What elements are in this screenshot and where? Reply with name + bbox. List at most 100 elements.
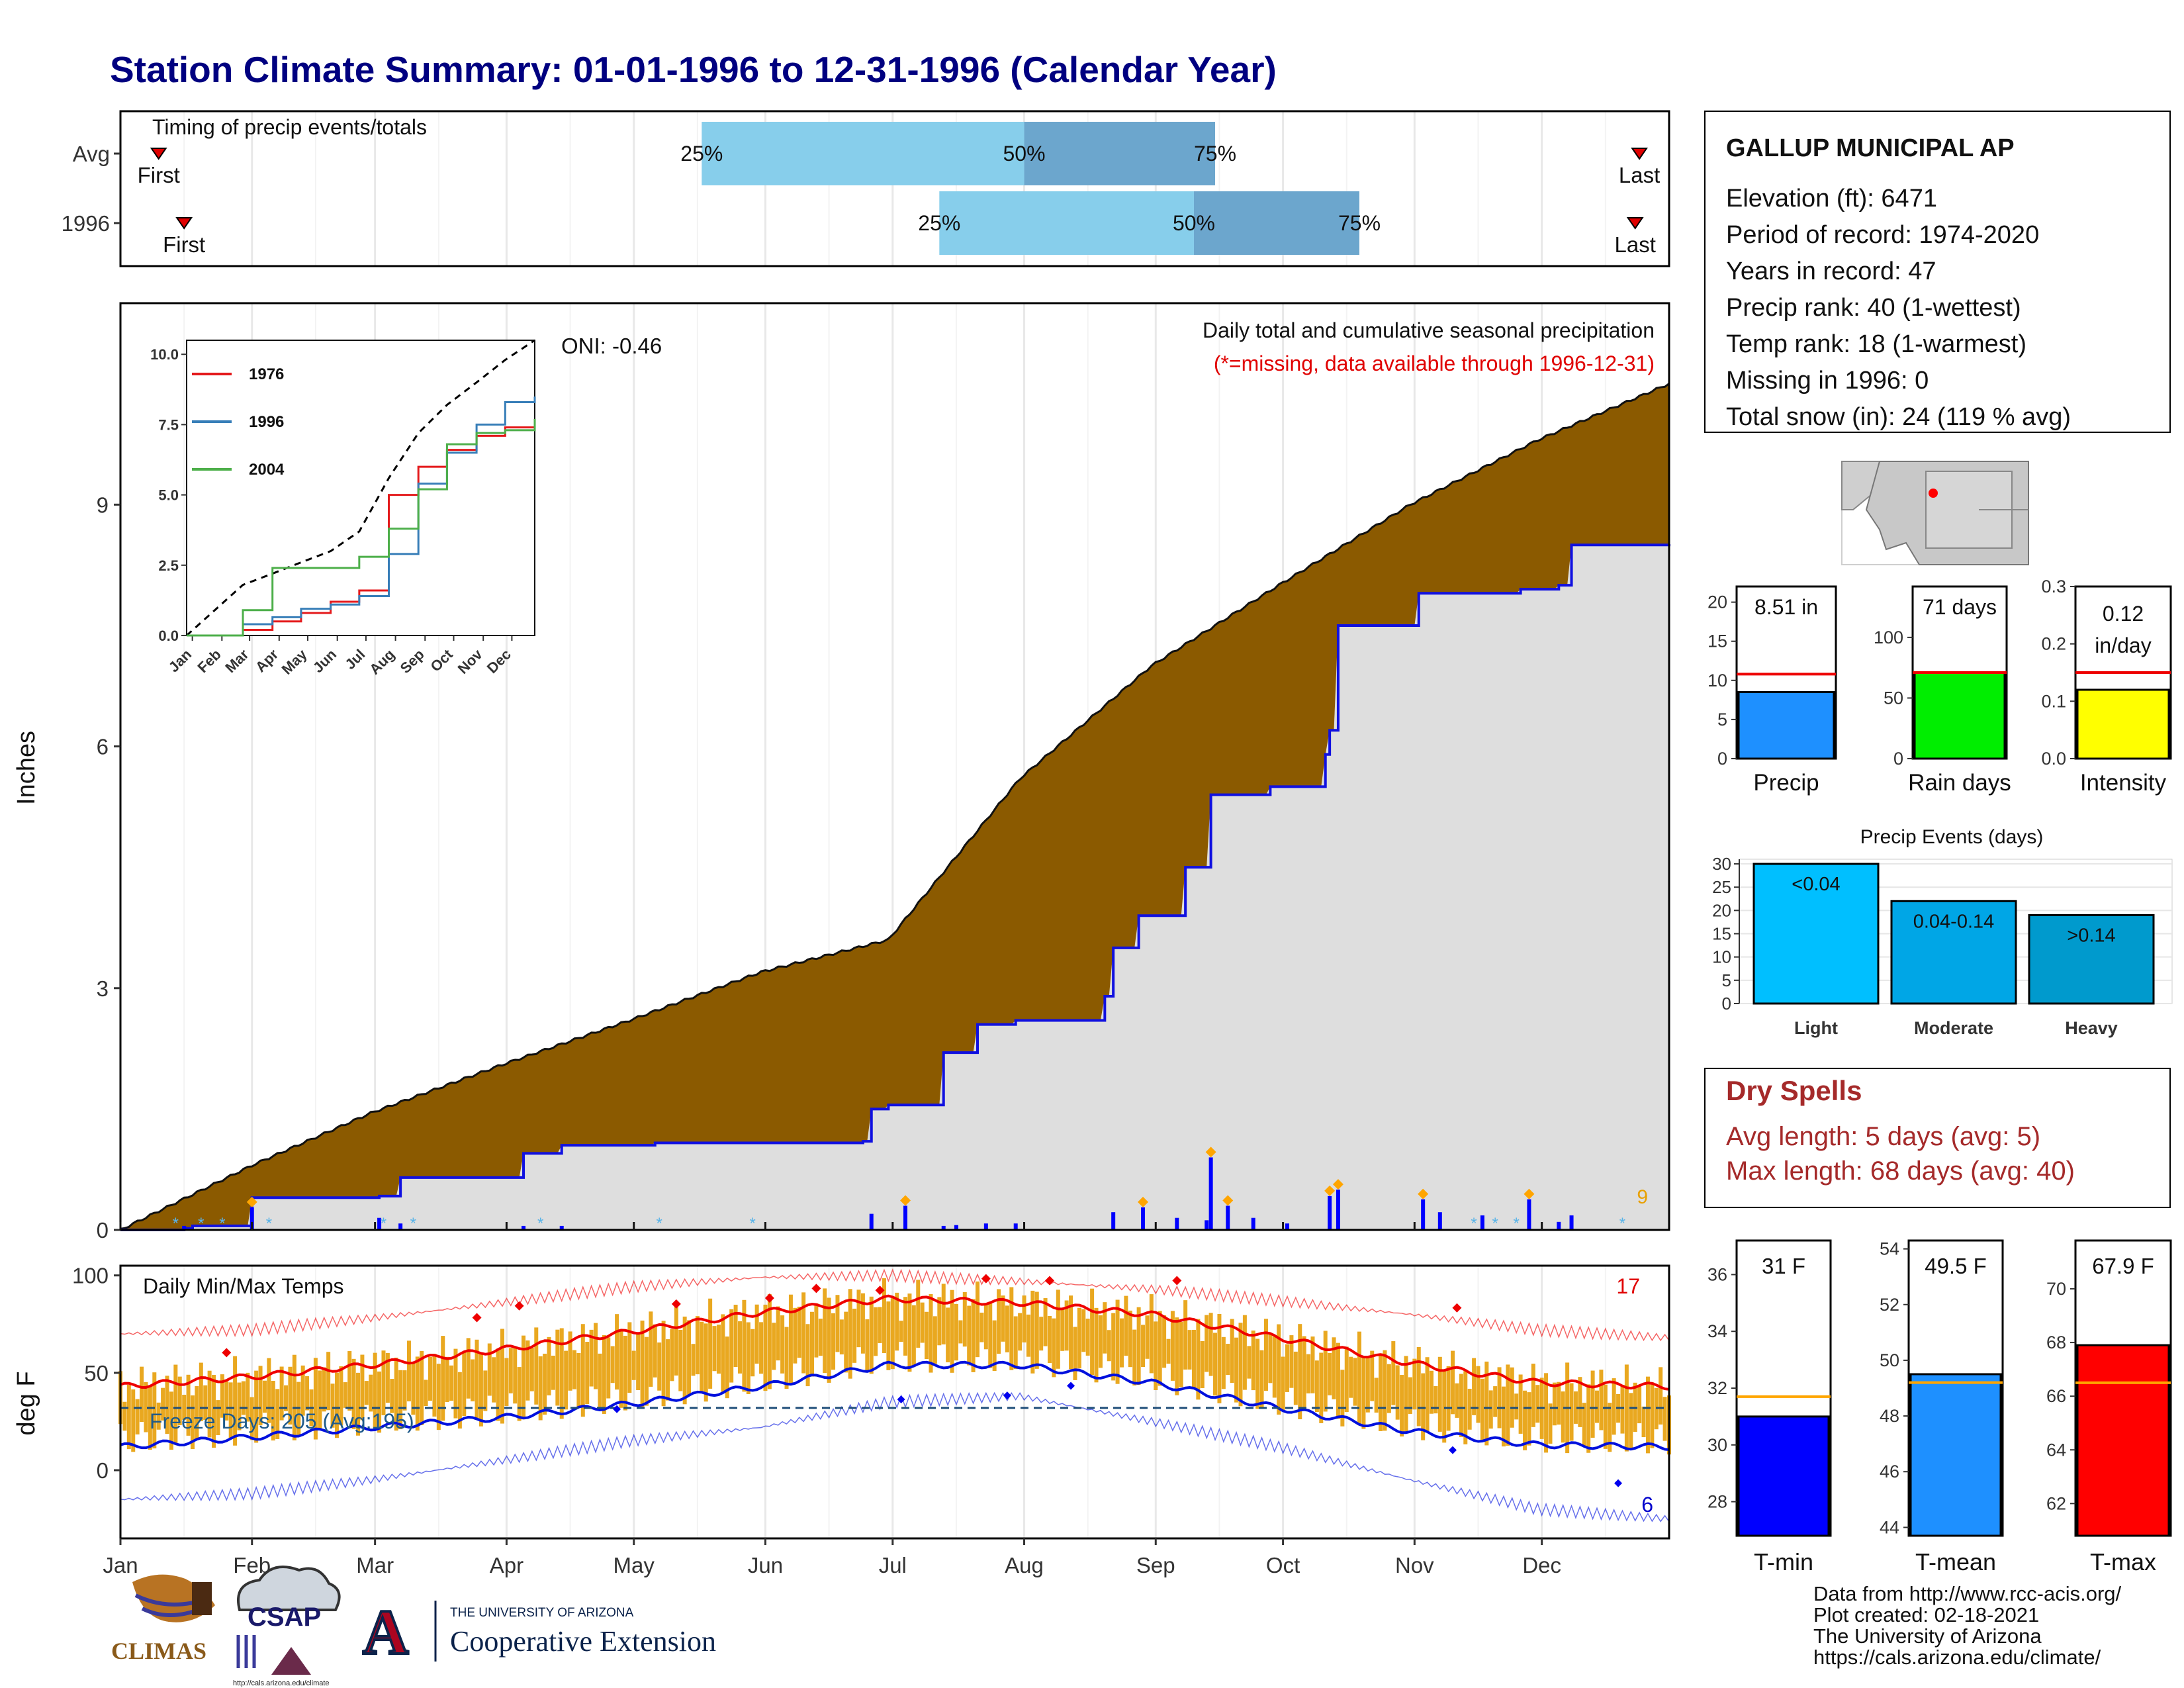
month-label: Jul (879, 1553, 907, 1577)
daily-temp-bar (716, 1325, 721, 1374)
precip-corner-count: 9 (1637, 1186, 1648, 1208)
daily-temp-bar (1111, 1313, 1116, 1381)
inset-y-tick-label: 0.0 (158, 628, 179, 644)
inset-y-tick-label: 5.0 (158, 487, 179, 504)
daily-temp-bar (580, 1324, 585, 1417)
daily-temp-bar (874, 1307, 878, 1356)
daily-temp-bar (483, 1370, 488, 1411)
timing-label: Timing of precip events/totals (152, 115, 427, 139)
record-low-marker (1614, 1479, 1623, 1487)
daily-temp-bar (1506, 1364, 1510, 1446)
mini-bar-value (2076, 688, 2170, 760)
daily-temp-bar (844, 1311, 848, 1373)
daily-precip-bar (522, 1225, 526, 1230)
inset-frame (186, 340, 535, 636)
daily-temp-bar (911, 1305, 916, 1367)
heavy-event-marker (1222, 1195, 1234, 1206)
daily-temp-bar (1285, 1344, 1290, 1392)
daily-temp-bar (661, 1321, 666, 1407)
daily-temp-bar (1437, 1356, 1442, 1432)
daily-temp-bar (275, 1389, 280, 1439)
snow-marker: * (537, 1215, 543, 1233)
daily-temp-bar (992, 1320, 997, 1372)
daily-temp-bar (725, 1336, 729, 1399)
daily-temp-bar (1043, 1298, 1048, 1346)
daily-temp-bar (284, 1385, 289, 1411)
daily-temp-bar (572, 1350, 576, 1389)
daily-temp-bar (818, 1319, 823, 1356)
month-label: Jun (748, 1553, 783, 1577)
events-bars: 0 5 10 15 20 25 30 <0.04 Light 0.04-0.14 Moderate >… (1712, 854, 2173, 1038)
daily-temp-bar (1357, 1331, 1361, 1426)
daily-precip-bar (1527, 1199, 1531, 1230)
timing-row-label: Avg (73, 142, 110, 166)
daily-temp-bar (751, 1329, 755, 1377)
daily-temp-bar (568, 1331, 572, 1391)
daily-temp-bar (504, 1358, 509, 1406)
daily-temp-bar (695, 1316, 700, 1375)
temp-bar-value (1909, 1373, 2002, 1537)
daily-temp-bar (1340, 1370, 1345, 1427)
mini-bar-tick-label: 0 (1893, 749, 1903, 769)
daily-temp-bar (1383, 1350, 1387, 1431)
daily-temp-bar (1586, 1384, 1591, 1453)
daily-temp-bar (1641, 1406, 1646, 1438)
daily-temp-bar (1281, 1356, 1285, 1411)
daily-temp-bar (462, 1352, 467, 1417)
station-line: Total snow (in): 24 (119 % avg) (1726, 403, 2071, 431)
events-y-tick-label: 30 (1712, 854, 1731, 874)
heavy-event-marker (1205, 1147, 1216, 1158)
timing-bar-q25-q50 (702, 122, 1024, 185)
daily-temp-bar (398, 1370, 403, 1430)
daily-temp-bar (1196, 1319, 1201, 1400)
temp-y-ticks: 0 50 100 (72, 1264, 120, 1483)
snow-marker: * (410, 1215, 416, 1233)
daily-temp-bar (1069, 1295, 1073, 1370)
daily-temp-bar (457, 1372, 462, 1429)
daily-temp-bar (882, 1278, 886, 1353)
daily-temp-bar (1624, 1364, 1629, 1452)
daily-temp-bar (793, 1307, 797, 1364)
mini-bar-category-label: Rain days (1908, 770, 2011, 796)
timing-first-label: First (163, 232, 205, 257)
daily-temp-bar (453, 1348, 458, 1419)
mini-bar-rain-days: 0 50 100 71 days Rain days (1874, 585, 2011, 796)
daily-temp-bar (1527, 1392, 1531, 1446)
oni-value: ONI: -0.46 (561, 334, 662, 358)
precip-events-chart: Precip Events (days) 0 5 10 15 20 25 30 <0.04 Li… (1711, 821, 2175, 1046)
daily-temp-bar (1213, 1333, 1218, 1396)
temp-y-tick-label: 100 (72, 1264, 109, 1288)
daily-temp-bar (1242, 1315, 1247, 1390)
month-label: Mar (356, 1553, 394, 1577)
daily-temp-bar (169, 1391, 173, 1450)
daily-temp-bar (538, 1356, 543, 1421)
daily-temp-bar (721, 1314, 725, 1392)
csap-logo: CSAP http://cals.arizona.edu/climate (233, 1566, 341, 1687)
daily-temp-bar (1620, 1384, 1625, 1434)
precip-y-ticks: 0 3 6 9 (97, 492, 1543, 1243)
daily-temp-bar (1293, 1351, 1298, 1405)
daily-temp-bar (776, 1306, 780, 1361)
daily-temp-bar (496, 1348, 500, 1421)
daily-temp-bar (1370, 1350, 1375, 1401)
daily-temp-bar (1085, 1319, 1090, 1356)
daily-temp-bar (704, 1323, 708, 1402)
mini-bar-value (1913, 671, 2006, 760)
mini-bar-tick-label: 0.2 (2041, 634, 2066, 654)
daily-temp-bar (653, 1324, 657, 1378)
mini-bar-tick-label: 15 (1707, 632, 1727, 651)
daily-temp-bar (1077, 1307, 1081, 1369)
temp-bar-t-min: 28 30 32 34 36 31 F T-min (1707, 1239, 1832, 1575)
daily-temp-bar (1412, 1358, 1417, 1410)
station-line: Years in record: 47 (1726, 258, 1936, 285)
daily-temp-bar (1488, 1390, 1493, 1429)
daily-temp-bar (1081, 1309, 1086, 1352)
daily-temp-bar (318, 1370, 322, 1430)
daily-temp-bar (1344, 1346, 1349, 1413)
daily-temp-bar (250, 1397, 254, 1440)
daily-temp-bar (1247, 1346, 1251, 1379)
mini-bar-tick-label: 100 (1874, 628, 1903, 647)
events-bar-label: <0.04 (1792, 874, 1840, 895)
temp-bar-tick-label: 34 (1707, 1321, 1727, 1341)
daily-temp-bar (1119, 1318, 1124, 1368)
